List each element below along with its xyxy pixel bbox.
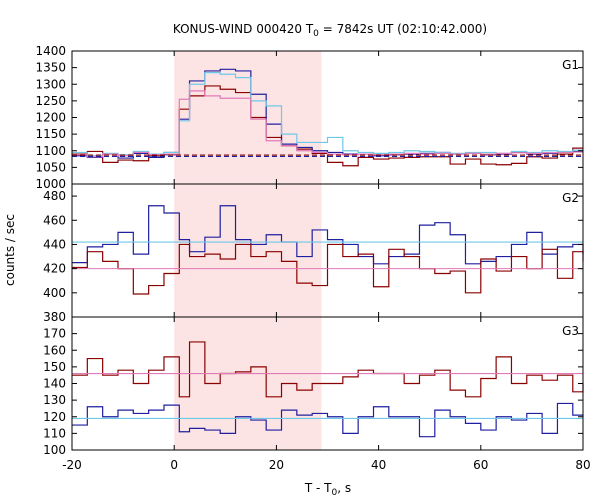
y-tick-label: 1200 [35,111,66,125]
highlight-interval [174,317,322,450]
x-tick-label: 80 [575,458,590,472]
panel-frame [71,50,584,185]
series-g3-red-step-0 [72,341,584,398]
x-axis-label-rest: , s [337,481,351,495]
highlight-interval [174,51,322,184]
panel-label: G3 [562,324,579,338]
y-tick-label: 1000 [35,177,66,191]
y-tick-label: 130 [43,393,66,407]
series-g2-blue-step-0 [72,205,584,265]
chart-title-sub: 0 [313,29,319,39]
y-tick-label: 1050 [35,160,66,174]
panel-g2: 380 400 420 440 460 480 G2 [43,183,584,324]
y-tick-label: 1300 [35,77,66,91]
x-tick-label: 20 [269,458,284,472]
x-axis-label-main: T - T [304,481,332,495]
y-tick-label: 120 [43,410,66,424]
y-tick-label: 170 [43,327,66,341]
x-tick-label: 60 [473,458,488,472]
y-tick-label: 1150 [35,127,66,141]
y-tick-label: 400 [43,286,66,300]
y-tick-label: 460 [43,213,66,227]
chart-title-rest: = 7842s UT (02:10:42.000) [319,22,487,36]
x-tick-label: -20 [62,458,82,472]
y-tick-label: 440 [43,237,66,251]
series-g1-cyan-step-2 [72,72,583,157]
chart-title: KONUS-WIND 000420 T0 = 7842s UT (02:10:4… [173,22,487,39]
y-tick-label: 150 [43,360,66,374]
y-tick-label: 1100 [35,144,66,158]
x-tick-label: 40 [371,458,386,472]
panel-g1: 1000 1050 1100 1150 1200 1250 1300 1350 1400 G1 [35,44,584,191]
series-g1-pink-step-3 [72,90,583,158]
y-tick-label: 1350 [35,61,66,75]
series-g1-blue-step-1 [72,68,583,159]
panel-label: G2 [562,191,579,205]
x-axis-label: T - T0, s [304,481,351,498]
highlight-interval [174,184,322,317]
y-tick-label: 1250 [35,94,66,108]
y-tick-label: 420 [43,262,66,276]
x-axis-label-sub: 0 [332,488,338,498]
y-tick-label: 110 [43,426,66,440]
y-tick-label: 1400 [35,44,66,58]
y-tick-label: 380 [43,310,66,324]
panel-label: G1 [562,58,579,72]
y-axis-label: counts / sec [3,214,17,286]
x-tick-label: 0 [170,458,178,472]
series-g3-blue-step-1 [72,402,584,438]
y-tick-label: 140 [43,377,66,391]
y-tick-label: 160 [43,343,66,357]
chart-title-main: KONUS-WIND 000420 T [173,22,314,36]
y-tick-label: 480 [43,189,66,203]
panel-g3: 100 110 120 130 140 150 160 170 G3 [43,316,584,457]
y-tick-label: 100 [43,443,66,457]
series-g2-red-step-1 [72,243,584,295]
